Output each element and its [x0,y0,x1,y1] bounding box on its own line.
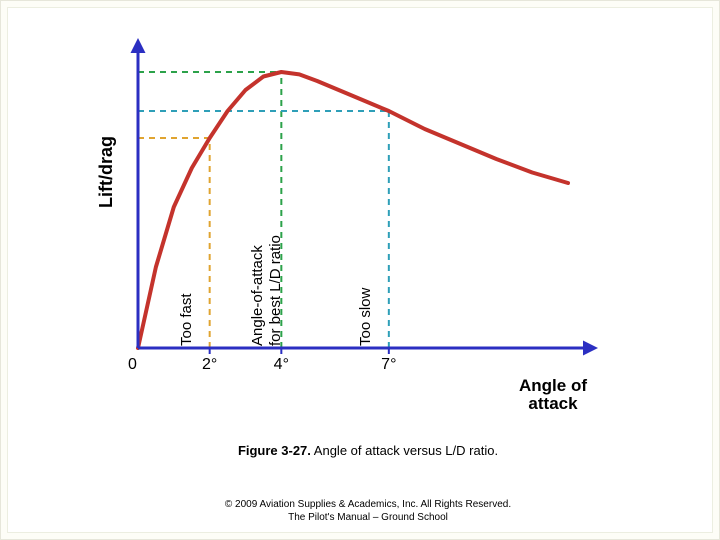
xtick-label: 2° [202,356,217,374]
page-frame: Lift/drag 0 2° 4° 7° Too fast Angle-of-atta… [0,0,720,540]
copyright: © 2009 Aviation Supplies & Academics, In… [8,498,720,524]
figure-caption: Figure 3-27. Angle of attack versus L/D … [8,443,720,458]
x-axis-label-line2: attack [528,394,577,413]
caption-bold: Figure 3-27. [238,443,311,458]
x-axis-label-line1: Angle of [519,376,587,395]
ref-line-label: for best L/D ratio [267,235,285,346]
ref-line-label: Too fast [178,293,196,346]
copyright-line1: © 2009 Aviation Supplies & Academics, In… [225,499,511,510]
x-axis-label: Angle of attack [498,377,608,414]
ref-line-label: Angle-of-attack [249,245,267,346]
xtick-label: 4° [274,356,289,374]
page-inner: Lift/drag 0 2° 4° 7° Too fast Angle-of-atta… [7,7,713,533]
caption-rest: Angle of attack versus L/D ratio. [311,443,498,458]
xtick-label: 7° [381,356,396,374]
chart: Lift/drag 0 2°4°7° Too fastAngle-of-atta… [108,38,608,408]
copyright-line2: The Pilot's Manual – Ground School [288,512,448,523]
ref-line-label: Too slow [357,288,375,346]
origin-label: 0 [128,356,137,374]
y-axis-label: Lift/drag [96,136,117,208]
